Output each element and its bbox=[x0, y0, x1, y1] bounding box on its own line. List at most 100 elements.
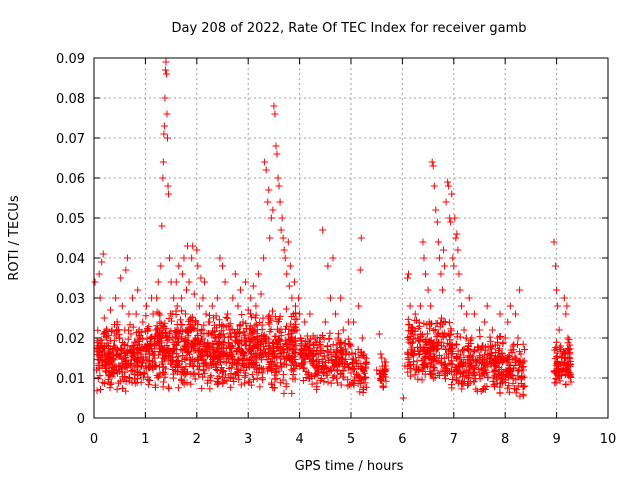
data-point bbox=[159, 383, 167, 391]
data-point bbox=[521, 382, 529, 390]
data-point bbox=[460, 326, 468, 334]
data-point bbox=[362, 358, 370, 366]
data-point bbox=[240, 366, 248, 374]
data-point bbox=[100, 314, 108, 322]
data-point bbox=[405, 270, 413, 278]
data-point bbox=[238, 311, 246, 319]
data-point bbox=[508, 371, 516, 379]
data-point bbox=[164, 182, 172, 190]
data-point bbox=[478, 342, 486, 350]
data-point bbox=[126, 346, 134, 354]
data-point bbox=[136, 334, 144, 342]
data-point bbox=[225, 322, 233, 330]
data-point bbox=[317, 349, 325, 357]
data-point bbox=[501, 334, 509, 342]
data-point bbox=[476, 352, 484, 360]
data-point bbox=[464, 381, 472, 389]
data-point bbox=[171, 334, 179, 342]
data-point bbox=[248, 371, 256, 379]
data-point bbox=[553, 360, 561, 368]
data-point bbox=[422, 359, 430, 367]
data-point bbox=[269, 206, 277, 214]
data-point bbox=[499, 358, 507, 366]
data-point bbox=[194, 362, 202, 370]
x-axis-label: GPS time / hours bbox=[295, 459, 404, 474]
data-point bbox=[165, 385, 173, 393]
data-point bbox=[115, 326, 123, 334]
data-point bbox=[356, 388, 364, 396]
data-point bbox=[161, 94, 169, 102]
data-point bbox=[501, 379, 509, 387]
data-point bbox=[437, 367, 445, 375]
data-point bbox=[281, 254, 289, 262]
data-point bbox=[101, 358, 109, 366]
data-point bbox=[307, 335, 315, 343]
data-point bbox=[288, 389, 296, 397]
data-point bbox=[434, 238, 442, 246]
data-point bbox=[448, 360, 456, 368]
data-point bbox=[283, 322, 291, 330]
data-point bbox=[216, 358, 224, 366]
data-point bbox=[348, 349, 356, 357]
data-point bbox=[98, 351, 106, 359]
data-point bbox=[511, 384, 519, 392]
data-point bbox=[183, 379, 191, 387]
chart-title: Day 208 of 2022, Rate Of TEC Index for r… bbox=[171, 21, 526, 36]
data-point bbox=[454, 246, 462, 254]
data-point bbox=[273, 150, 281, 158]
data-point bbox=[409, 326, 417, 334]
data-point bbox=[434, 329, 442, 337]
data-point bbox=[175, 262, 183, 270]
data-point bbox=[145, 357, 153, 365]
data-point bbox=[151, 339, 159, 347]
data-point bbox=[354, 345, 362, 353]
data-point bbox=[447, 218, 455, 226]
data-point bbox=[213, 361, 221, 369]
data-point bbox=[465, 374, 473, 382]
data-point bbox=[235, 376, 243, 384]
data-point bbox=[198, 384, 206, 392]
data-point bbox=[108, 326, 116, 334]
data-point bbox=[377, 350, 385, 358]
y-tick-label: 0.08 bbox=[56, 92, 85, 107]
data-point bbox=[116, 334, 124, 342]
data-point bbox=[417, 330, 425, 338]
data-point bbox=[229, 294, 237, 302]
data-point bbox=[416, 338, 424, 346]
data-point bbox=[322, 371, 330, 379]
data-point bbox=[437, 314, 445, 322]
data-point bbox=[277, 355, 285, 363]
data-point bbox=[145, 381, 153, 389]
data-point bbox=[105, 353, 113, 361]
x-tick-label: 4 bbox=[295, 432, 303, 447]
data-point bbox=[203, 342, 211, 350]
data-point bbox=[448, 376, 456, 384]
data-point bbox=[455, 270, 463, 278]
data-point bbox=[227, 383, 235, 391]
data-point bbox=[321, 359, 329, 367]
data-point bbox=[373, 366, 381, 374]
data-point bbox=[437, 270, 445, 278]
data-point bbox=[260, 335, 268, 343]
data-point bbox=[219, 262, 226, 270]
data-point bbox=[327, 379, 335, 387]
data-point bbox=[505, 382, 513, 390]
data-point bbox=[154, 374, 162, 382]
data-point bbox=[215, 348, 223, 356]
data-point bbox=[310, 372, 318, 380]
data-point bbox=[131, 338, 139, 346]
data-point bbox=[200, 365, 208, 373]
data-point bbox=[188, 254, 196, 262]
data-point bbox=[423, 330, 431, 338]
data-point bbox=[95, 356, 103, 364]
data-point bbox=[199, 294, 207, 302]
y-tick-label: 0.09 bbox=[56, 52, 85, 67]
data-point bbox=[238, 360, 246, 368]
grid-lines bbox=[94, 58, 608, 418]
x-tick-label: 3 bbox=[244, 432, 252, 447]
data-point bbox=[285, 341, 293, 349]
data-point bbox=[404, 368, 412, 376]
data-point bbox=[231, 328, 239, 336]
data-point bbox=[334, 334, 342, 342]
data-point bbox=[239, 318, 247, 326]
